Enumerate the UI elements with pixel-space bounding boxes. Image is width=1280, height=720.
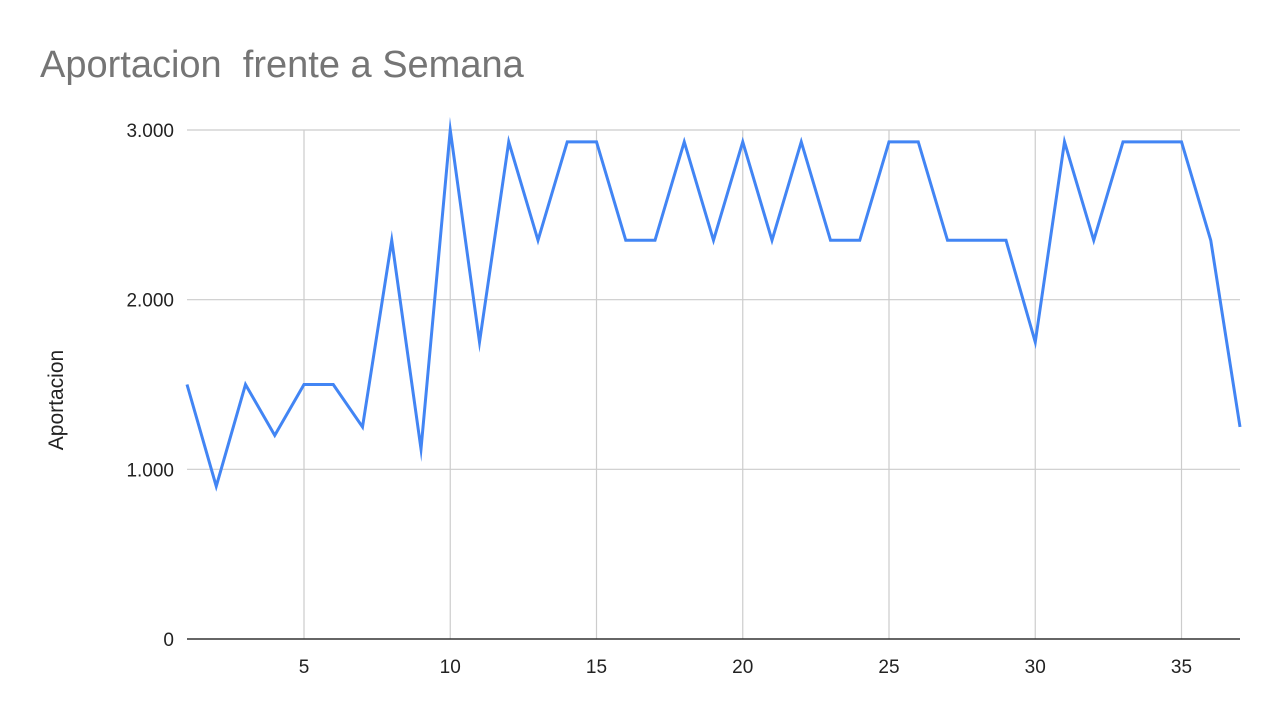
grid-lines	[187, 129, 1240, 639]
x-tick-label: 10	[440, 657, 461, 678]
chart-title: Aportacion frente a Semana	[40, 44, 524, 86]
x-tick-label: 20	[732, 657, 753, 678]
series-layer	[185, 116, 1242, 492]
x-tick-label: 30	[1025, 657, 1046, 678]
y-axis-title: Aportacion	[45, 350, 68, 450]
y-tick-label: 3.000	[126, 121, 174, 142]
x-tick-label: 25	[878, 657, 899, 678]
series-line	[185, 116, 1242, 492]
x-tick-label: 15	[586, 657, 607, 678]
y-tick-label: 0	[163, 630, 174, 651]
y-tick-label: 1.000	[126, 460, 174, 481]
x-tick-label: 5	[299, 657, 310, 678]
tick-labels: 0 1.000 2.000 3.000 5 10 15 20 25 30 35	[126, 121, 1192, 678]
y-tick-label: 2.000	[126, 291, 174, 312]
x-tick-label: 35	[1171, 657, 1192, 678]
